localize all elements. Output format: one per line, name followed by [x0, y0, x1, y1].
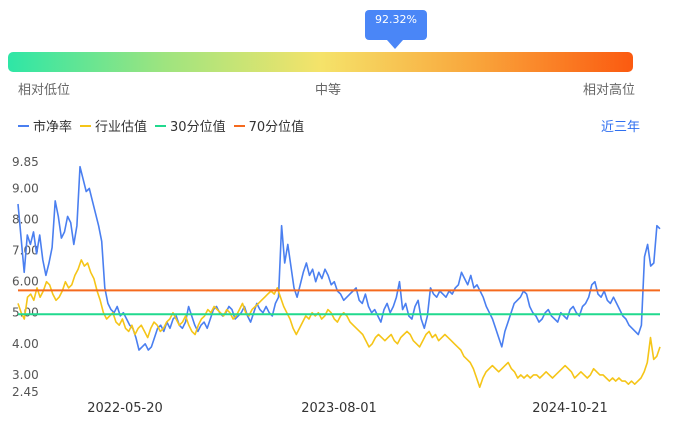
legend-swatch-p30 — [155, 124, 167, 127]
gauge-low-label: 相对低位 — [18, 83, 71, 98]
x-tick-label: 2022-05-20 — [87, 401, 163, 416]
y-tick-label: 8.00 — [12, 213, 39, 227]
legend-item-pb[interactable]: 市净率 — [18, 116, 72, 135]
legend-item-p70[interactable]: 70分位值 — [233, 116, 305, 135]
percentile-label: 92.32% — [375, 13, 417, 26]
y-tick-label: 3.00 — [12, 368, 39, 382]
y-tick-label: 6.00 — [12, 275, 39, 289]
legend-label-industry: 行业估值 — [95, 120, 148, 135]
legend-swatch-p70 — [233, 124, 245, 127]
y-tick-label: 9.00 — [12, 181, 39, 195]
y-tick-label: 4.00 — [12, 337, 39, 351]
y-tick-label: 2.45 — [12, 385, 39, 399]
legend-label-pb: 市净率 — [33, 120, 73, 135]
gauge-mid-label: 中等 — [315, 83, 342, 98]
x-tick-label: 2023-08-01 — [301, 401, 377, 416]
legend-item-p30[interactable]: 30分位值 — [155, 116, 226, 135]
valuation-gauge-bar — [8, 52, 633, 72]
legend-item-industry[interactable]: 行业估值 — [80, 116, 147, 135]
x-tick-label: 2024-10-21 — [532, 401, 608, 416]
percentile-bubble: 92.32% — [365, 10, 427, 40]
y-tick-label: 9.85 — [12, 155, 39, 169]
chart-legend: 市净率 行业估值 30分位值 70分位值 — [18, 116, 312, 135]
series-line-pb — [17, 165, 661, 351]
gauge-high-label: 相对高位 — [583, 83, 636, 98]
legend-swatch-industry — [80, 124, 92, 127]
legend-label-p70: 70分位值 — [248, 120, 305, 135]
legend-label-p30: 30分位值 — [170, 120, 226, 135]
legend-swatch-pb — [18, 124, 29, 127]
percentile-bubble-arrow — [387, 40, 403, 49]
time-range-selector[interactable]: 近三年 — [600, 120, 640, 135]
series-line-industry — [17, 259, 661, 389]
